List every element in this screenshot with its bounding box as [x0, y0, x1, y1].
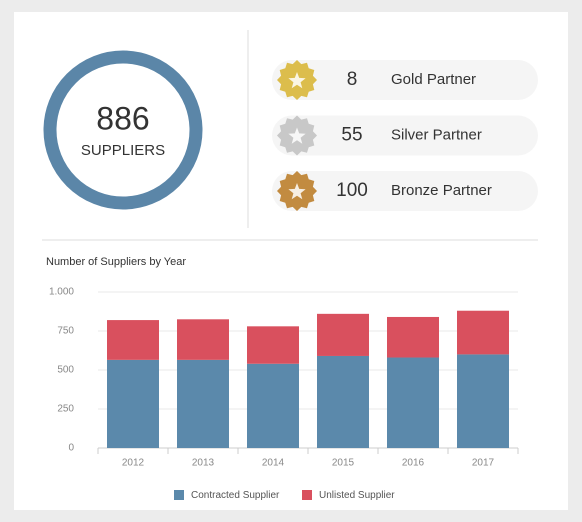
partner-count: 8 [347, 69, 358, 90]
x-tick-label: 2017 [472, 458, 495, 469]
bar-segment [107, 359, 159, 448]
partner-label: Silver Partner [391, 126, 482, 143]
bar-segment [387, 316, 439, 358]
partner-pill [272, 171, 538, 211]
partner-label: Bronze Partner [391, 182, 492, 199]
legend-swatch [174, 490, 184, 500]
partner-count: 100 [336, 180, 368, 201]
bar-segment [457, 310, 509, 355]
partner-pill [272, 115, 538, 156]
y-tick-label: 250 [57, 404, 74, 415]
bar-segment [247, 363, 299, 448]
badge-star [288, 72, 306, 89]
bar-segment [317, 355, 369, 448]
kpi-label: SUPPLIERS [81, 142, 165, 159]
x-tick-label: 2013 [192, 458, 215, 469]
y-tick-label: 500 [57, 365, 74, 376]
x-tick-label: 2016 [402, 458, 425, 469]
x-tick-label: 2014 [262, 458, 285, 469]
partner-pill [272, 60, 538, 100]
bar-segment [247, 326, 299, 364]
y-tick-label: 1.000 [49, 287, 74, 298]
bar-segment [457, 354, 509, 448]
y-tick-label: 0 [68, 443, 74, 454]
legend-label: Unlisted Supplier [319, 490, 395, 501]
kpi-ring [43, 50, 203, 210]
legend-label: Contracted Supplier [191, 490, 280, 501]
partner-count: 55 [341, 125, 362, 146]
partner-label: Gold Partner [391, 71, 476, 88]
badge-star [288, 127, 306, 144]
bar-segment [177, 359, 229, 448]
y-tick-label: 750 [57, 326, 74, 337]
bar-segment [317, 313, 369, 356]
bar-segment [107, 320, 159, 360]
x-tick-label: 2012 [122, 458, 145, 469]
chart-title: Number of Suppliers by Year [46, 256, 186, 268]
badge-star [288, 183, 306, 200]
bar-segment [387, 357, 439, 448]
kpi-value: 886 [96, 100, 149, 136]
bar-segment [177, 319, 229, 360]
x-tick-label: 2015 [332, 458, 355, 469]
legend-swatch [302, 490, 312, 500]
